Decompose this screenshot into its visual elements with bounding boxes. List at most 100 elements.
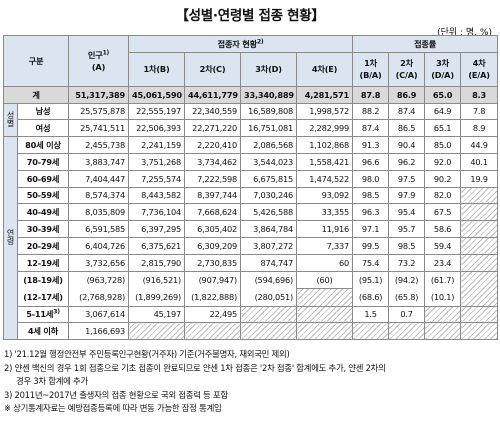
cell: 3,544,023 — [240, 152, 298, 171]
cell: 22,340,559 — [184, 102, 242, 121]
cell: 40.1 — [460, 152, 499, 171]
cell: 64.9 — [424, 102, 462, 121]
cell: 7,255,574 — [128, 169, 186, 188]
empty-hatched-cell — [424, 322, 462, 341]
empty-hatched-cell — [424, 305, 462, 324]
row-label: 5-11세3) — [16, 305, 70, 324]
table-row: 성별 남성 25,575,878 22,555,197 22,340,559 1… — [3, 102, 499, 138]
empty-hatched-cell — [240, 322, 298, 341]
cell: 6,404,726 — [68, 236, 130, 255]
cell: 86.9 — [388, 85, 426, 104]
rate-group-header: 접종률 — [352, 35, 499, 53]
cell: 16,589,808 — [240, 102, 298, 121]
rate1-header: 1차 (B/A) — [352, 51, 390, 87]
cell: 6,375,621 — [128, 236, 186, 255]
cell: 7,030,246 — [240, 186, 298, 205]
table-row: 60-69세 7,404,447 7,255,574 7,222,598 6,6… — [4, 169, 499, 188]
cell: 87.4 — [388, 102, 426, 121]
table-row-subgroup: (18-19세) (12-17세) (963,728) (2,768,928) (9… — [4, 270, 499, 307]
cell: 45,061,590 — [128, 85, 186, 104]
empty-hatched-cell — [460, 305, 499, 324]
row-label: 50-59세 — [16, 186, 70, 205]
cell: 95.7 — [388, 220, 426, 238]
cell: 7,222,598 — [184, 169, 242, 188]
empty-hatched-cell — [296, 288, 354, 307]
empty-hatched-cell — [184, 322, 242, 341]
cell: (594,696) (280,051) — [240, 270, 298, 307]
table-row: 20-29세 6,404,726 6,375,621 6,309,209 3,8… — [4, 236, 499, 255]
footnote: 3) 2011년~2017년 출생자의 접종 현황으로 국외 접종력 등 포함 — [4, 389, 228, 400]
cell: 97.9 — [388, 186, 426, 205]
cell: 58.6 — [424, 220, 462, 238]
cell: 96.3 — [352, 203, 390, 222]
table-row: 12-19세 3,732,656 2,815,790 2,730,835 874… — [4, 253, 499, 272]
cell: 51,317,389 — [68, 85, 130, 104]
rate2-header: 2차 (C/A) — [388, 51, 426, 87]
row-label: 70-79세 — [16, 152, 70, 171]
empty-hatched-cell — [460, 253, 499, 272]
cell: 87.4 — [352, 119, 390, 138]
vaccination-table: 구분 인구1) (A) 접종자 현황2) 접종률 1차(B) 2차(C) 3차(D… — [2, 35, 499, 341]
cell: 59.4 — [424, 236, 462, 255]
empty-hatched-cell — [460, 186, 499, 205]
footnote: ※ 상기통계자료는 예방접종등록에 따라 변동 가능한 잠정 통계임 — [4, 403, 222, 414]
row-label: 20-29세 — [16, 236, 70, 255]
cell: 99.5 — [352, 236, 390, 255]
cell: 2,282,999 — [296, 119, 354, 138]
cell: 2,220,410 — [184, 136, 242, 154]
cell: 1,998,572 — [296, 102, 354, 121]
cell: 8,397,744 — [184, 186, 242, 205]
cell: 6,675,815 — [240, 169, 298, 188]
cell: 3,751,268 — [128, 152, 186, 171]
cell: (907,947) (1,822,888) — [184, 270, 242, 307]
empty-hatched-cell — [460, 236, 499, 255]
cell: 22,271,220 — [184, 119, 242, 138]
vaccinated-group-header: 접종자 현황2) — [128, 35, 354, 53]
cell: 6,397,295 — [128, 220, 186, 238]
table-row: 50-59세 8,574,374 8,443,582 8,397,744 7,0… — [4, 186, 499, 205]
empty-hatched-cell — [128, 322, 186, 341]
cell: 91.3 — [352, 136, 390, 154]
empty-hatched-cell — [460, 203, 499, 222]
cell: 86.5 — [388, 119, 426, 138]
cell: (61.7) (10.1) — [424, 270, 462, 307]
cell: 60 — [296, 253, 354, 272]
cell: 3,883,747 — [68, 152, 130, 171]
cell: 82.0 — [424, 186, 462, 205]
row-label: 80세 이상 — [16, 136, 70, 154]
sex-group-label: 성별 — [3, 102, 18, 138]
rate4-header: 4차 (E/A) — [460, 51, 499, 87]
cell: 11,916 — [296, 220, 354, 238]
cell: 90.2 — [424, 169, 462, 188]
row-label: 40-49세 — [16, 203, 70, 222]
cell: 67.5 — [424, 203, 462, 222]
cell: 7.8 — [460, 102, 499, 121]
cell: 98.5 — [388, 236, 426, 255]
cell: 1.5 — [352, 305, 390, 324]
cell: 96.6 — [352, 152, 390, 171]
cell: 7,668,624 — [184, 203, 242, 222]
cell: 44,611,779 — [184, 85, 242, 104]
cell: 5,426,588 — [240, 203, 298, 222]
population-header: 인구1) (A) — [68, 35, 130, 87]
total-row: 계 51,317,389 45,061,590 44,611,779 33,34… — [2, 85, 499, 104]
cell: 0.7 — [388, 305, 426, 324]
dose1-header: 1차(B) — [128, 51, 186, 87]
cell: (60) — [296, 270, 354, 290]
cell: 8,443,582 — [128, 186, 186, 205]
cell: 25,575,878 — [68, 102, 130, 121]
footnote: 경우 3차 합계에 추가 — [16, 376, 88, 387]
cell: 85.0 — [424, 136, 462, 154]
table-row: 40-49세 8,035,809 7,736,104 7,668,624 5,4… — [4, 203, 499, 222]
table-row: 30-39세 6,591,585 6,397,295 6,305,402 3,8… — [4, 220, 499, 238]
cell: 8.3 — [460, 85, 499, 104]
cell: 1,558,421 — [296, 152, 354, 171]
row-label: (18-19세) (12-17세) — [16, 270, 70, 307]
cell: 98.5 — [352, 186, 390, 205]
cell: 95.4 — [388, 203, 426, 222]
cell: 2,455,738 — [68, 136, 130, 154]
cell: 2,730,835 — [184, 253, 242, 272]
total-label: 계 — [2, 85, 70, 104]
footnote: 2) 얀센 백신의 경우 1회 접종으로 기초 접종이 완료되므로 얀센 1차 … — [4, 362, 386, 373]
cell: 65.0 — [424, 85, 462, 104]
